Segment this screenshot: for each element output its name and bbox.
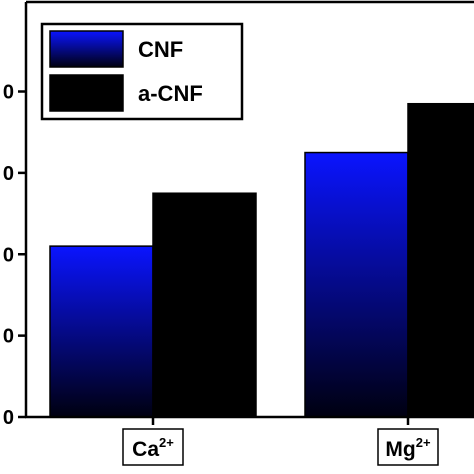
bars-group: [49, 102, 474, 418]
bar-cnf-mg: [304, 151, 409, 418]
legend-label-acnf: a-CNF: [138, 81, 203, 106]
x-ticks-group: Ca2+ Mg2+: [122, 417, 439, 466]
legend-swatch-acnf: [49, 74, 124, 112]
y-tick-label-2: 0: [3, 244, 14, 266]
y-ticks-group: 0 0 0 0 0: [3, 82, 26, 429]
x-tick-label-ca: Ca2+: [132, 435, 174, 461]
bar-cnf-ca: [49, 245, 154, 418]
y-tick-label-0: 0: [3, 407, 14, 429]
x-category-box-mg: [377, 428, 439, 466]
y-tick-label-4: 0: [3, 82, 14, 104]
legend-label-cnf: CNF: [138, 37, 183, 62]
x-category-box-ca: [122, 428, 184, 466]
bar-acnf-ca: [152, 192, 257, 418]
x-tick-label-mg: Mg2+: [385, 435, 431, 461]
y-tick-label-3: 0: [3, 163, 14, 185]
bar-acnf-mg: [407, 102, 474, 418]
legend: CNF a-CNF: [40, 22, 244, 121]
y-tick-label-1: 0: [3, 326, 14, 348]
legend-swatch-cnf: [49, 30, 124, 68]
